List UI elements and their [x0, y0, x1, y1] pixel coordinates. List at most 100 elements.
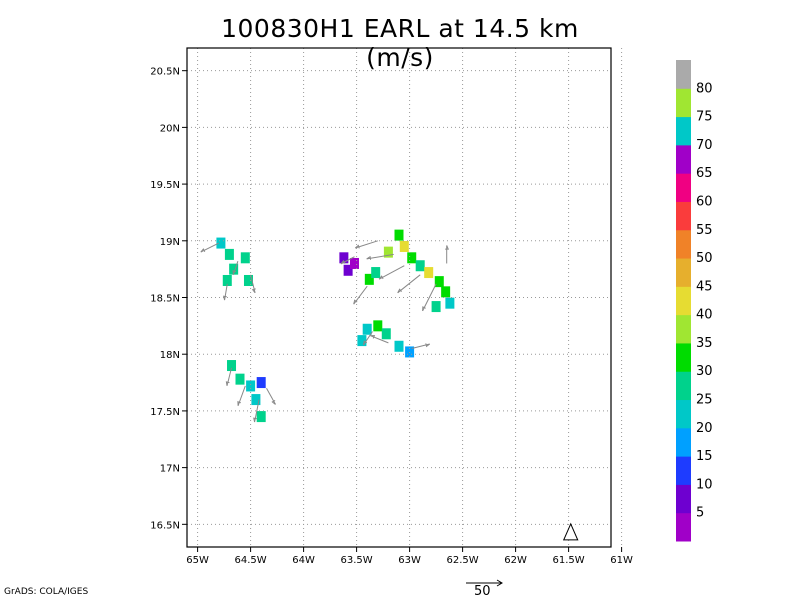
wind-cell	[343, 264, 353, 276]
colorbar-label: 30	[696, 364, 713, 379]
wind-vector	[411, 343, 431, 350]
x-tick-label: 64.5W	[235, 555, 267, 566]
wind-cell	[424, 267, 434, 279]
wind-vector-shaft	[200, 242, 220, 253]
wind-cells-layer	[216, 229, 455, 423]
colorbar-label: 55	[696, 223, 713, 238]
y-tick-label: 16.5N	[150, 520, 180, 531]
wind-cell	[407, 252, 417, 264]
wind-cell	[431, 301, 441, 313]
wind-vector	[353, 285, 368, 305]
wind-vector	[232, 261, 239, 275]
wind-vector-head	[397, 288, 402, 294]
colorbar-swatch	[676, 144, 691, 174]
wind-vector	[445, 245, 450, 264]
colorbar-label: 45	[696, 279, 713, 294]
colorbar-swatch	[676, 314, 691, 344]
wind-cell	[364, 273, 374, 285]
wind-vector	[370, 335, 389, 344]
x-tick-label: 65W	[186, 555, 209, 566]
wind-vector	[340, 256, 355, 265]
colorbar-swatch	[676, 88, 691, 118]
wind-vector-head	[340, 259, 346, 265]
wind-vector	[225, 367, 233, 386]
wind-vector-head	[370, 335, 376, 339]
wind-cell	[339, 252, 349, 264]
wind-cell	[235, 373, 245, 385]
colorbar-swatch	[676, 456, 691, 485]
y-tick-label: 19.5N	[150, 180, 180, 191]
wind-cell	[441, 286, 451, 298]
colorbar-label: 15	[696, 449, 713, 464]
wind-vector-shaft	[363, 331, 373, 346]
colorbar-label: 5	[696, 506, 704, 521]
colorbar-label: 35	[696, 336, 713, 351]
colorbar-swatch	[676, 60, 691, 89]
wind-vector	[266, 387, 276, 405]
wind-cell	[216, 237, 226, 249]
wind-vector	[378, 265, 405, 280]
wind-vectors-layer	[200, 240, 450, 423]
colorbar-label: 50	[696, 251, 713, 266]
wind-cell	[381, 328, 391, 340]
wind-vector-head	[232, 270, 237, 275]
wind-cell	[349, 257, 359, 269]
wind-vector-head	[354, 244, 360, 249]
colorbar-swatch	[676, 116, 691, 146]
colorbar-label: 40	[696, 308, 713, 323]
wind-vector	[200, 242, 220, 253]
wind-vector-head	[200, 248, 206, 253]
wind-vector-shaft	[250, 274, 256, 293]
colorbar-swatch	[676, 512, 691, 542]
wind-vector	[397, 274, 421, 294]
wind-vector-head	[422, 306, 426, 311]
wind-cell	[222, 274, 232, 286]
wind-vector-shaft	[378, 265, 405, 280]
wind-cell	[251, 394, 261, 406]
y-tick-label: 18N	[160, 350, 180, 361]
wind-cell	[357, 335, 367, 347]
wind-cell	[399, 240, 409, 252]
wind-vector-shaft	[232, 261, 239, 275]
wind-vector-shaft	[411, 343, 430, 350]
x-tick-label: 62.5W	[447, 555, 479, 566]
wind-cell	[246, 380, 256, 392]
colorbar-label: 70	[696, 138, 713, 153]
wind-cell	[224, 248, 234, 260]
colorbar-label: 65	[696, 166, 713, 181]
wind-vector	[422, 283, 437, 312]
wind-vector-shaft	[422, 283, 437, 312]
wind-cell	[434, 276, 444, 288]
wind-vector-head	[237, 401, 241, 406]
colorbar-swatch	[676, 342, 691, 372]
wind-vector-head	[225, 381, 230, 386]
wind-vector	[354, 240, 378, 249]
wind-cell	[227, 360, 237, 372]
colorbar-label: 75	[696, 110, 713, 125]
colorbar-label: 80	[696, 81, 713, 96]
wind-vector	[250, 274, 256, 294]
storm-center-marker	[562, 522, 579, 541]
reference-vector-head	[496, 579, 503, 587]
x-tick-label: 62W	[504, 555, 527, 566]
reference-vector	[466, 579, 503, 587]
wind-cell	[405, 346, 415, 358]
wind-vector-head	[445, 245, 450, 250]
wind-vector-shaft	[366, 253, 394, 260]
y-tick-label: 19N	[160, 237, 180, 248]
wind-vector-head	[378, 275, 384, 280]
y-tick-label: 17.5N	[150, 407, 180, 418]
x-tick-label: 63W	[398, 555, 421, 566]
grid-lines	[187, 48, 623, 547]
wind-cell	[383, 246, 393, 258]
x-tick-label: 64W	[292, 555, 315, 566]
wind-cell	[415, 260, 425, 272]
colorbar-swatch	[676, 371, 691, 401]
reference-vector-label: 50	[474, 584, 491, 599]
storm-marker-layer	[562, 522, 579, 541]
wind-vector-shaft	[397, 274, 421, 294]
colorbar-swatch	[676, 201, 691, 231]
y-tick-label: 17N	[160, 464, 180, 475]
wind-vector	[253, 399, 260, 423]
y-tick-label: 20N	[160, 123, 180, 134]
